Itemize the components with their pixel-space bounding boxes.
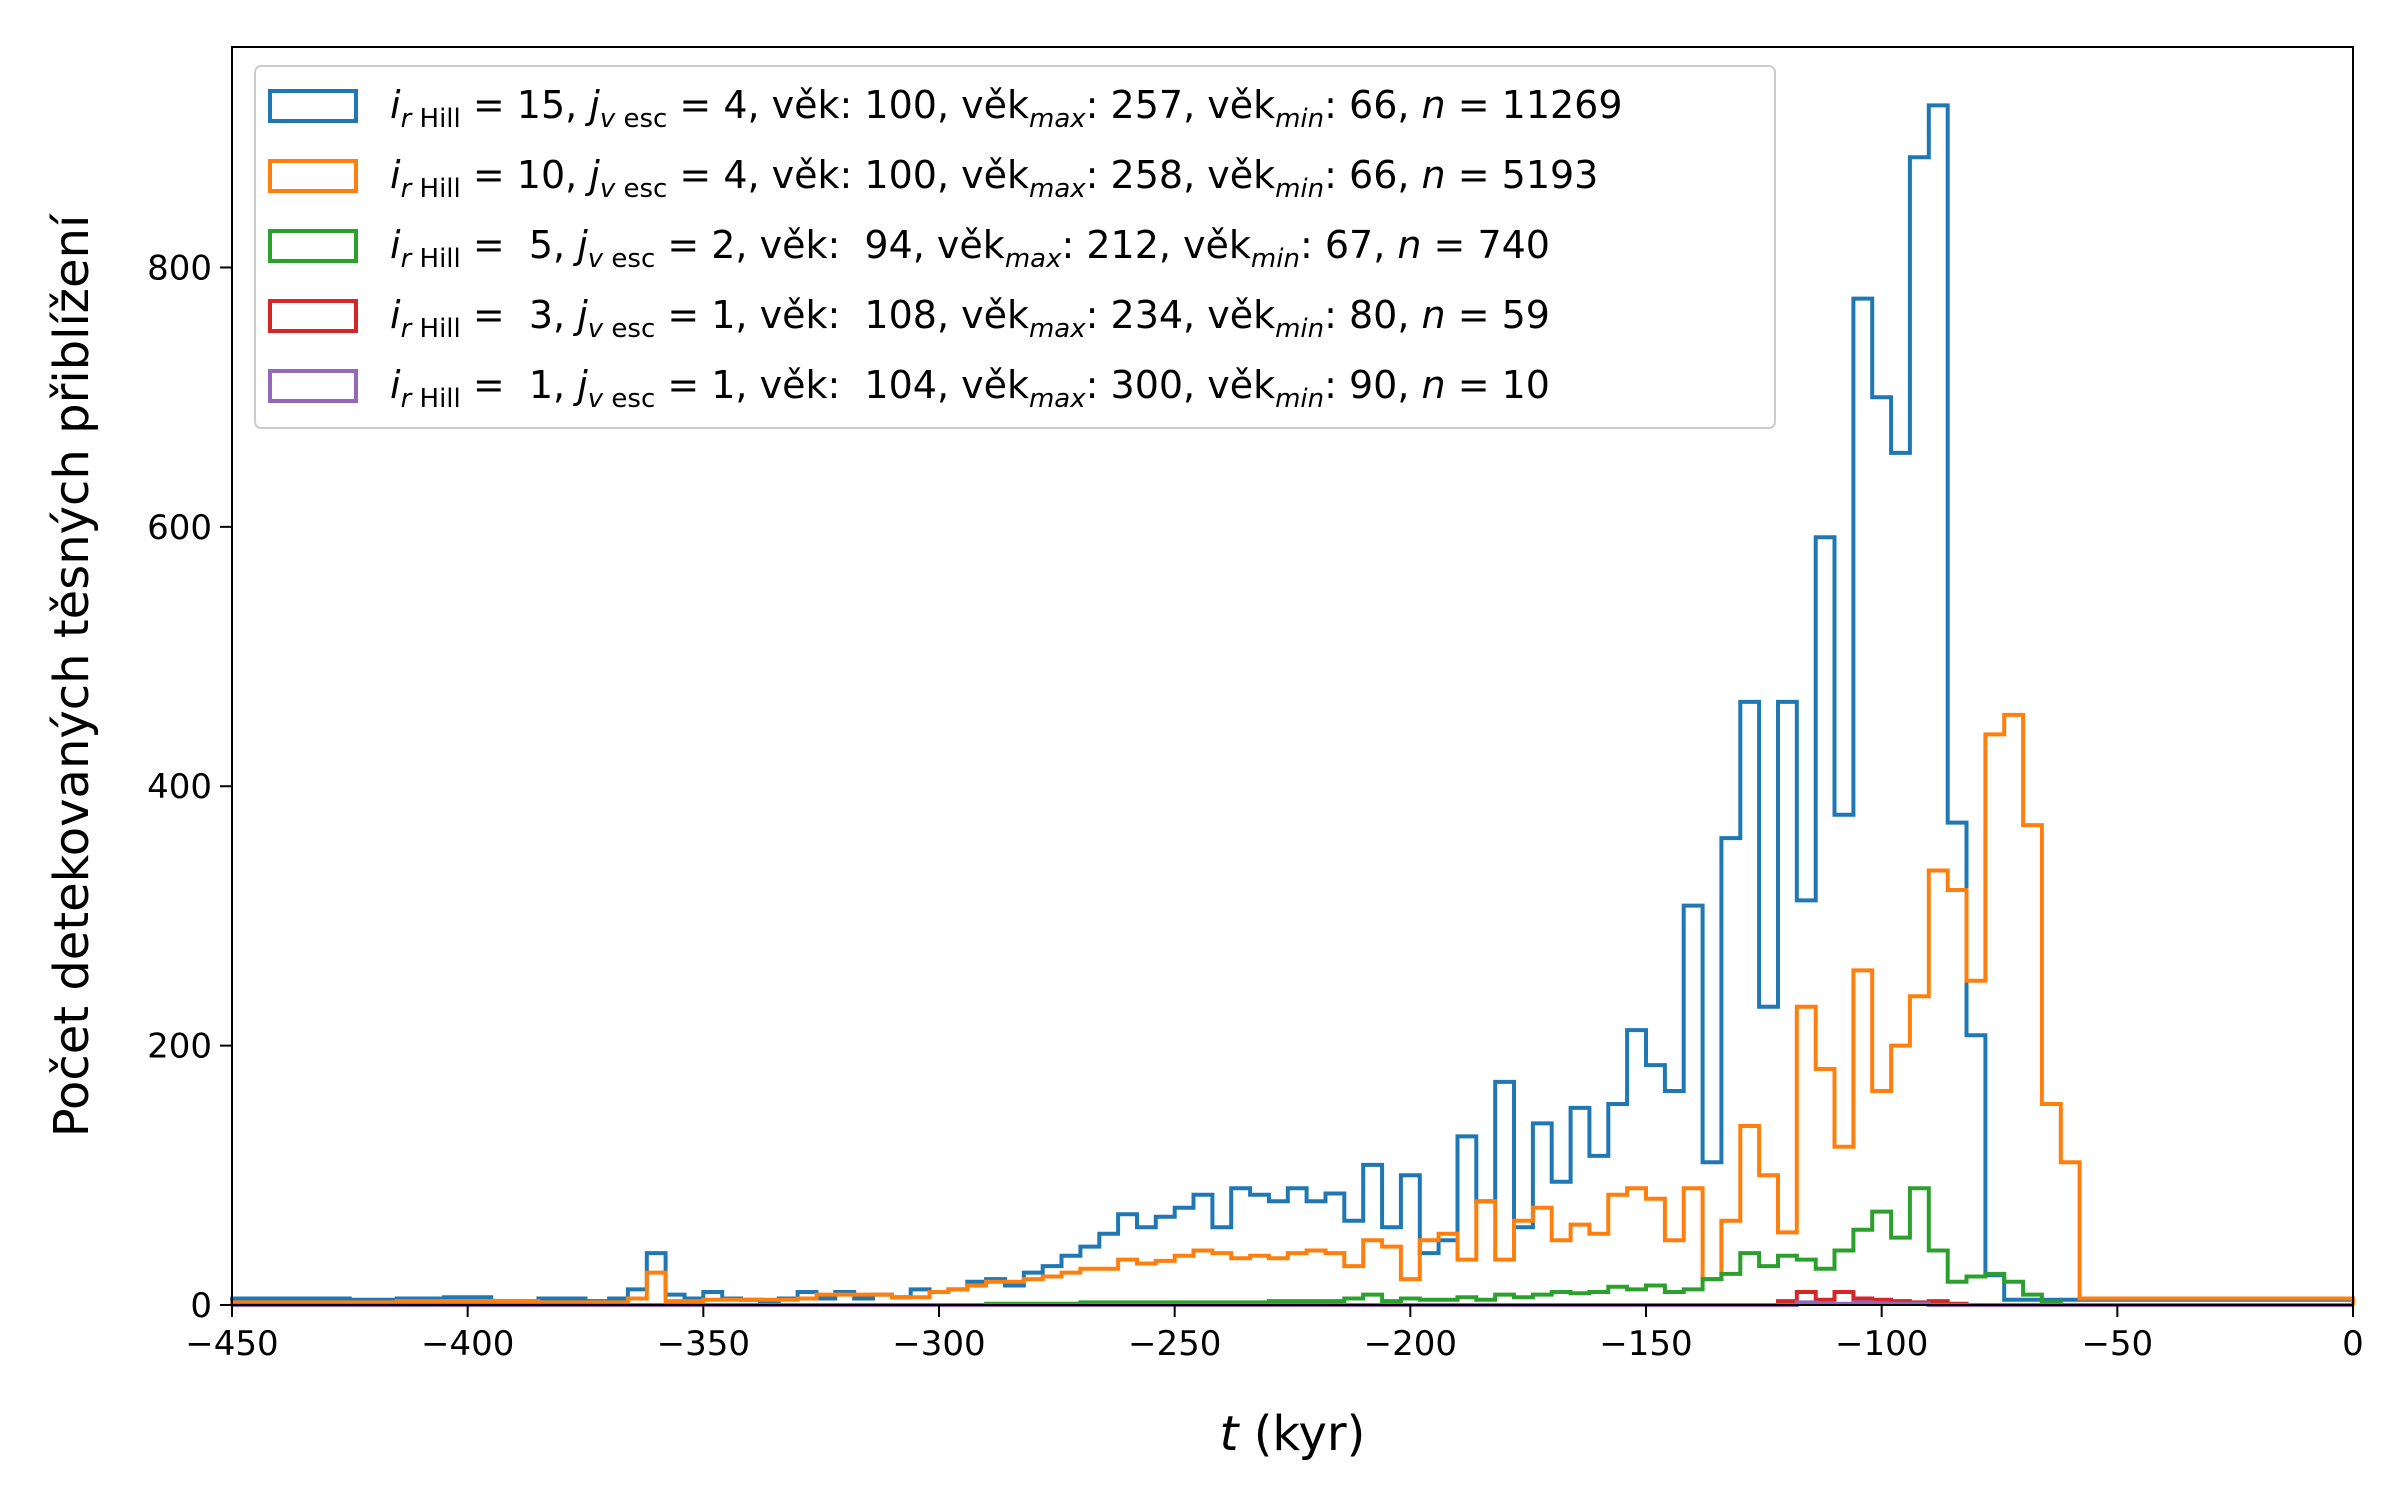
legend-swatch: [268, 369, 358, 403]
x-axis-label: t (kyr): [1220, 1406, 1366, 1462]
legend-entry-3: ir Hill = 5, jv esc = 2, věk: 94, věkmax…: [268, 223, 1550, 274]
legend-box: [254, 65, 1776, 429]
legend-label: ir Hill = 1, jv esc = 1, věk: 104, věkma…: [390, 363, 1550, 414]
axes-frame: [231, 46, 2354, 1306]
y-axis-label: Počet detekovaných těsných přiblížení: [44, 213, 100, 1137]
y-tick-label: 800: [147, 248, 212, 288]
histogram-series-4: [232, 1290, 2353, 1307]
histogram-series-5: [232, 1300, 2353, 1307]
x-tick-label: −300: [892, 1324, 985, 1364]
legend-swatch: [268, 299, 358, 333]
y-tick-label: 0: [190, 1286, 212, 1326]
legend-label: ir Hill = 15, jv esc = 4, věk: 100, věkm…: [390, 83, 1623, 134]
histogram-series-2: [230, 712, 2355, 1305]
x-tick-label: −250: [1128, 1324, 1221, 1364]
legend: ir Hill = 15, jv esc = 4, věk: 100, věkm…: [254, 65, 1776, 429]
x-tick-label: −50: [2081, 1324, 2153, 1364]
x-tick-label: −350: [657, 1324, 750, 1364]
legend-swatch: [268, 89, 358, 123]
y-tick-label: 400: [147, 767, 212, 807]
legend-label: ir Hill = 5, jv esc = 2, věk: 94, věkmax…: [390, 223, 1550, 274]
x-tick-label: −150: [1599, 1324, 1692, 1364]
x-tick-label: −400: [421, 1324, 514, 1364]
histogram-series-3: [232, 1186, 2353, 1307]
legend-entry-4: ir Hill = 3, jv esc = 1, věk: 108, věkma…: [268, 293, 1550, 344]
legend-swatch: [268, 159, 358, 193]
x-axis: −450 −400 −350 −300 −250 −200 −150 −100 −50 0: [185, 1305, 2364, 1364]
x-tick-label: −200: [1364, 1324, 1457, 1364]
legend-label: ir Hill = 3, jv esc = 1, věk: 108, věkma…: [390, 293, 1550, 344]
legend-swatch: [268, 229, 358, 263]
y-axis: 0 200 400 600 800: [147, 248, 232, 1326]
legend-entry-1: ir Hill = 15, jv esc = 4, věk: 100, věkm…: [268, 83, 1623, 134]
legend-entry-2: ir Hill = 10, jv esc = 4, věk: 100, věkm…: [268, 153, 1598, 204]
x-tick-label: −100: [1835, 1324, 1928, 1364]
x-axis-unit: (kyr): [1238, 1406, 1365, 1462]
legend-entry-5: ir Hill = 1, jv esc = 1, věk: 104, věkma…: [268, 363, 1550, 414]
x-tick-label: 0: [2342, 1324, 2364, 1364]
series-layer: [230, 103, 2355, 1307]
legend-label: ir Hill = 10, jv esc = 4, věk: 100, věkm…: [390, 153, 1598, 204]
y-tick-label: 600: [147, 508, 212, 548]
y-tick-label: 200: [147, 1027, 212, 1067]
x-axis-variable: t: [1220, 1406, 1241, 1462]
x-tick-label: −450: [185, 1324, 278, 1364]
